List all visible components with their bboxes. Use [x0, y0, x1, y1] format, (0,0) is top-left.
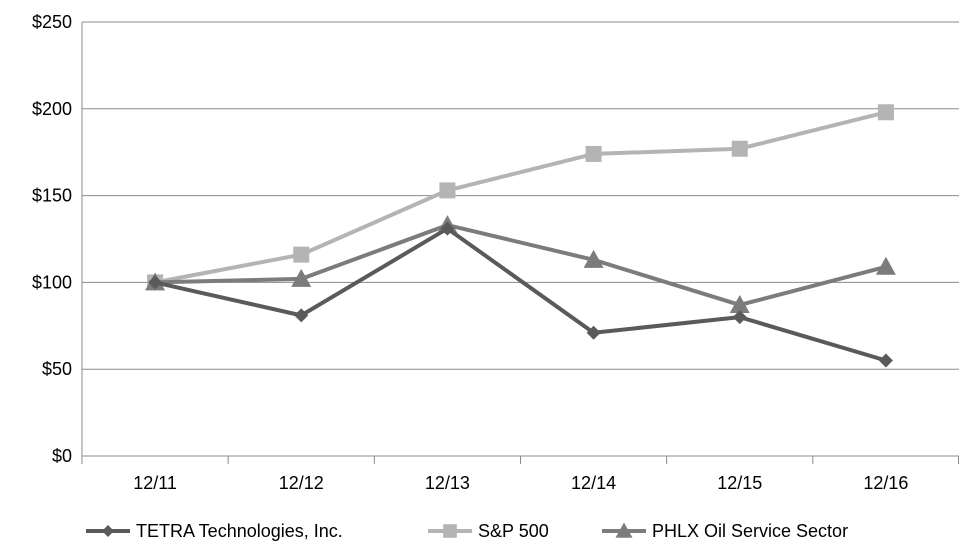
data-point-marker [440, 221, 455, 236]
series-1 [147, 104, 894, 291]
legend: TETRA Technologies, Inc. S&P 500 PHLX Oil … [86, 521, 848, 541]
x-tick-label: 12/13 [425, 473, 470, 493]
data-point-marker [878, 353, 893, 368]
x-tick-label: 12/16 [863, 473, 908, 493]
data-point-marker [102, 525, 114, 537]
data-point-marker [615, 522, 633, 538]
data-point-marker [729, 294, 750, 313]
data-point-marker [877, 104, 894, 121]
y-axis: $0 $50 $100 $150 $200 $250 [32, 12, 72, 466]
data-point-marker [294, 308, 309, 323]
series-group [145, 104, 896, 368]
x-tick-label: 12/11 [133, 473, 177, 493]
y-tick-label: $150 [32, 186, 72, 206]
legend-item: TETRA Technologies, Inc. [86, 521, 343, 541]
legend-label: TETRA Technologies, Inc. [136, 521, 343, 541]
y-tick-label: $200 [32, 99, 72, 119]
series-line [154, 226, 887, 363]
x-tick-label: 12/15 [717, 473, 762, 493]
x-tick-label: 12/14 [571, 473, 616, 493]
series-2 [145, 215, 896, 313]
data-point-marker [875, 256, 896, 275]
y-tick-label: $100 [32, 272, 72, 292]
data-point-marker [731, 140, 748, 157]
x-tick-label: 12/12 [279, 473, 324, 493]
legend-label: PHLX Oil Service Sector [652, 521, 848, 541]
series-0 [148, 221, 893, 368]
legend-label: S&P 500 [478, 521, 549, 541]
y-tick-label: $250 [32, 12, 72, 32]
series-line [155, 223, 887, 307]
data-point-marker [585, 145, 602, 162]
data-point-marker [583, 249, 604, 268]
data-point-marker [291, 268, 312, 287]
series-line [154, 110, 887, 285]
data-point-marker [439, 182, 456, 199]
data-point-marker [586, 325, 601, 340]
x-axis: 12/11 12/12 12/13 12/14 12/15 12/16 [81, 456, 959, 493]
data-point-marker [148, 275, 163, 290]
y-tick-label: $0 [52, 446, 72, 466]
gridlines [81, 21, 959, 457]
data-point-marker [732, 310, 747, 325]
data-point-marker [293, 246, 310, 263]
legend-item: PHLX Oil Service Sector [602, 521, 848, 541]
data-point-marker [443, 524, 457, 538]
legend-item: S&P 500 [428, 521, 549, 541]
y-tick-label: $50 [42, 359, 72, 379]
